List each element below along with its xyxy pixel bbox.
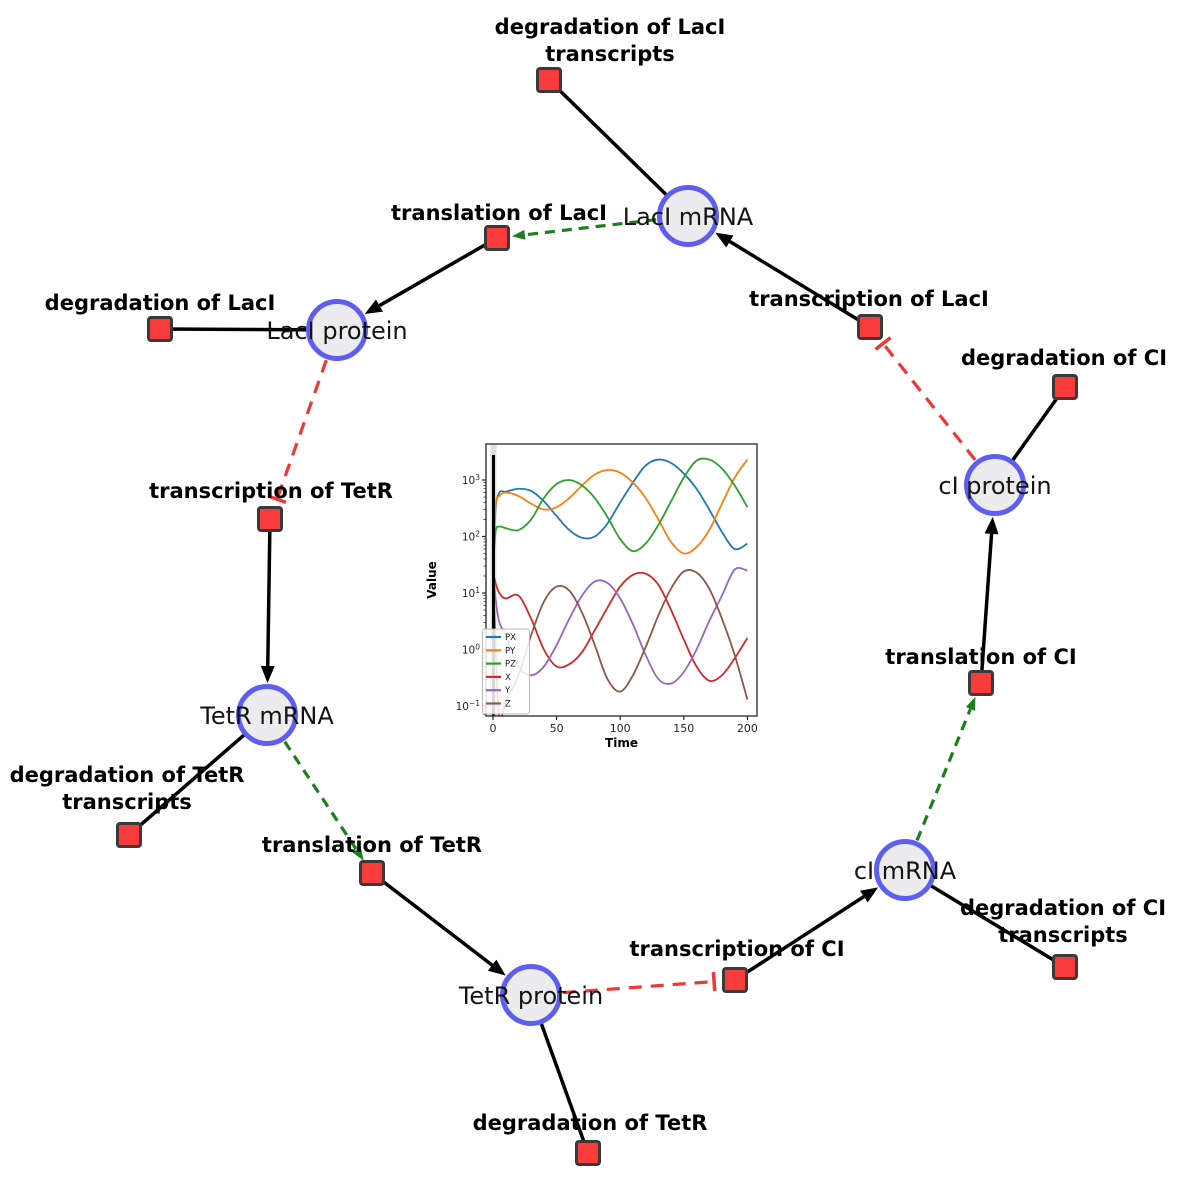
reaction-label-line: degradation of TetR [9,763,245,787]
reaction-label-transcription-laci: transcription of LacI [749,286,989,313]
edge-tetr-mrna-translation-tetr [283,740,364,861]
series-line-py [492,459,749,571]
reaction-label-line: degradation of LacI [44,291,276,315]
reaction-node-transcription-tetr[interactable] [257,506,283,532]
reaction-label-line: transcription of TetR [149,479,393,503]
reaction-label-translation-ci: translation of CI [885,644,1076,671]
reaction-label-line: translation of LacI [391,201,607,225]
plot-frame [485,443,758,717]
reaction-label-line: transcription of LacI [749,287,989,311]
reaction-node-deg-laci-transcripts[interactable] [536,67,562,93]
legend-label-z: Z [505,700,511,710]
reaction-label-deg-laci: degradation of LacI [45,290,276,317]
species-label-tetr-protein: TetR protein [458,982,604,1010]
edge-tetr-protein-transcription-ci [562,971,717,995]
edge-laci-mrna-deg-laci-transcripts [547,78,690,218]
reaction-label-deg-ci: degradation of CI [961,345,1167,372]
timecourse-plot: 0 50 100 150 20010−1100101102103TimeValuePXP… [425,438,773,762]
edge-laci-mrna-translation-laci [511,218,657,240]
y-axis-label: Value [425,561,439,599]
legend-label-x: X [505,673,511,683]
edge-laci-protein-transcription-tetr [267,359,328,505]
series-line-x [492,570,749,682]
reaction-label-deg-tetr-transcripts: degradation of TetR transcripts [10,762,245,816]
species-label-laci-protein: LacI protein [266,317,408,345]
legend-label-py: PY [505,646,516,656]
reaction-label-deg-tetr: degradation of TetR [473,1110,708,1137]
reaction-node-transcription-laci[interactable] [857,314,883,340]
edge-ci-protein-transcription-laci [874,336,977,461]
species-node-laci-protein[interactable] [306,299,368,361]
edge-translation-tetr-tetr-protein [370,871,506,976]
reaction-label-line: degradation of CI [960,346,1168,370]
timecourse-plot-inset: 0 50 100 150 200 10−1 100 101 102 103 Time Value PX P… [425,438,773,762]
reaction-label-line: degradation of TetR [472,1111,708,1135]
reaction-label-transcription-ci: transcription of CI [629,936,844,963]
species-node-ci-protein[interactable] [964,454,1026,516]
edge-ci-mrna-deg-ci-transcripts [904,868,1066,969]
edge-transcription-tetr-tetr-mrna [260,518,275,684]
reaction-node-translation-tetr[interactable] [359,860,385,886]
series-line-px [492,458,748,571]
reaction-label-deg-laci-transcripts: degradation of LacI transcripts [495,14,726,68]
x-axis-label: Time [605,736,638,750]
reaction-node-translation-laci[interactable] [484,225,510,251]
reaction-node-transcription-ci[interactable] [722,967,748,993]
species-node-ci-mrna[interactable] [874,839,936,901]
x-tick-label: 100 [610,722,631,735]
legend-label-pz: PZ [505,660,516,670]
reaction-node-deg-laci[interactable] [147,316,173,342]
reaction-node-deg-tetr[interactable] [575,1140,601,1166]
edge-translation-laci-laci-protein [364,236,498,315]
legend-label-y: Y [504,686,511,696]
reaction-label-line: transcription of CI [629,937,845,961]
plot-legend: PX PY PZ XYZ [482,628,530,715]
reaction-label-line: degradation of CI [959,896,1167,920]
reaction-node-deg-ci-transcripts[interactable] [1052,954,1078,980]
species-label-ci-mrna: cI mRNA [853,857,957,885]
reaction-label-line: degradation of LacI [494,15,726,39]
reaction-label-line: transcripts [998,923,1128,947]
reaction-node-deg-tetr-transcripts[interactable] [116,822,142,848]
species-label-tetr-mrna: TetR mRNA [200,702,334,730]
species-label-laci-mrna: LacI mRNA [622,203,754,231]
reaction-label-translation-laci: translation of LacI [391,200,607,227]
series-line-pz [492,457,749,571]
reaction-label-line: translation of TetR [261,833,483,857]
edge-transcription-ci-ci-mrna [734,887,879,982]
edge-transcription-laci-laci-mrna [715,232,871,329]
reaction-node-translation-ci[interactable] [968,670,994,696]
reaction-label-translation-tetr: translation of TetR [262,832,482,859]
legend-label-px: PX [505,633,516,643]
edge-ci-mrna-translation-ci [915,696,976,841]
x-tick-label: 0 [490,722,497,735]
species-node-tetr-protein[interactable] [500,964,562,1026]
reaction-label-transcription-tetr: transcription of TetR [149,478,393,505]
reaction-label-line: translation of CI [885,645,1077,669]
x-tick-label: 200 [737,722,758,735]
x-tick-label: 150 [673,722,694,735]
species-node-laci-mrna[interactable] [657,185,719,247]
edge-translation-ci-ci-protein [979,516,999,684]
x-tick-label: 50 [550,722,564,735]
reaction-label-line: transcripts [545,42,675,66]
reaction-node-deg-ci[interactable] [1052,374,1078,400]
reaction-label-line: transcripts [62,790,192,814]
species-label-ci-protein: cI protein [938,472,1052,500]
reaction-label-deg-ci-transcripts: degradation of CI transcripts [960,895,1166,949]
species-node-tetr-mrna[interactable] [236,684,298,746]
